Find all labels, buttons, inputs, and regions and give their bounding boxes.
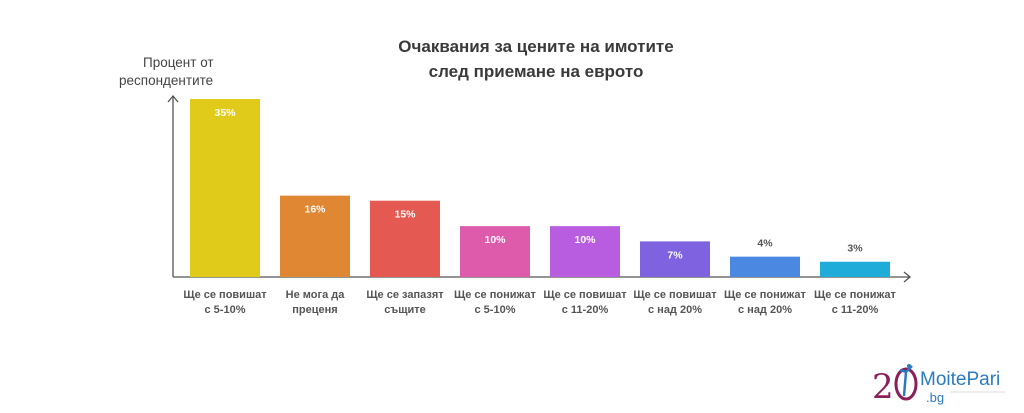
x-tick-label: с 11-20%: [562, 304, 609, 316]
bar: [640, 241, 710, 277]
chart-title-line-1: Очаквания за цените на имотите: [398, 37, 673, 56]
logo-number: 2: [872, 367, 894, 407]
logo-brand: MoitePari: [920, 369, 1000, 390]
logo-figure-icon: [899, 365, 913, 397]
bar-value-label: 10%: [574, 234, 596, 246]
moitepari-logo: 2 MoitePari .bg: [872, 364, 1005, 407]
x-tick-label: Ще се понижат: [454, 289, 536, 301]
x-tick-label: Ще се повишат: [633, 289, 717, 301]
bar: [370, 200, 440, 277]
bar-value-label: 35%: [214, 107, 236, 119]
bar-value-label: 4%: [757, 238, 773, 250]
bar: [280, 195, 350, 277]
x-tick-label: Ще се повишат: [183, 289, 267, 301]
logo-zero-icon: [894, 367, 918, 401]
y-axis: [167, 94, 179, 277]
y-axis-label-line-2: респондентите: [119, 73, 213, 88]
x-tick-label: с над 20%: [738, 304, 792, 316]
x-tick-label: Ще се понижат: [814, 289, 896, 301]
x-tick-label: преценя: [292, 304, 337, 316]
logo-domain: .bg: [926, 390, 944, 405]
bar: [730, 256, 800, 277]
bar-value-label: 15%: [394, 209, 416, 221]
bar: [190, 99, 260, 277]
x-tick-label: с над 20%: [648, 304, 702, 316]
x-tick-label: Ще се понижат: [724, 289, 806, 301]
x-tick-label: с 11-20%: [832, 304, 879, 316]
chart-title-line-2: след приемане на еврото: [429, 62, 644, 81]
x-tick-label: с 5-10%: [205, 304, 246, 316]
x-tick-label: Не мога да: [286, 289, 346, 301]
bar-value-label: 3%: [847, 243, 863, 255]
y-axis-label-line-1: Процент от: [143, 55, 214, 70]
x-tick-label: същите: [384, 304, 426, 316]
bar-value-label: 7%: [667, 249, 683, 261]
bar: [820, 261, 890, 277]
bar-value-label: 16%: [304, 204, 326, 216]
bars: 35% Ще се повишат с 5-10% 16% Не мога да прец…: [183, 99, 897, 316]
bar: [460, 226, 530, 277]
bar-value-label: 10%: [484, 234, 506, 246]
x-tick-label: Ще се повишат: [543, 289, 627, 301]
bar: [550, 226, 620, 277]
x-tick-label: Ще се запазят: [366, 289, 444, 301]
x-tick-label: с 5-10%: [475, 304, 516, 316]
